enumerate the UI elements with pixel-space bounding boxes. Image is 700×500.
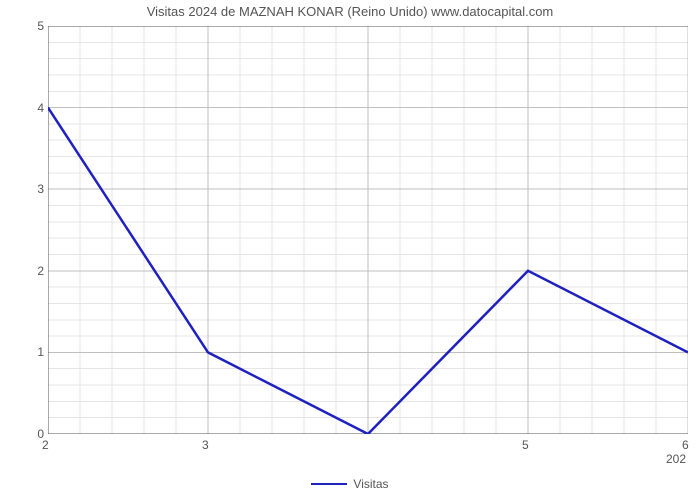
y-tick-label: 3: [30, 182, 44, 196]
chart-container: Visitas 2024 de MAZNAH KONAR (Reino Unid…: [0, 0, 700, 500]
y-tick-label: 4: [30, 101, 44, 115]
chart-plot-area: [48, 26, 688, 434]
x-tick-label: 6: [682, 438, 689, 452]
chart-title: Visitas 2024 de MAZNAH KONAR (Reino Unid…: [0, 4, 700, 19]
x-tick-label: 2: [42, 438, 49, 452]
chart-legend: Visitas: [0, 474, 700, 491]
legend-swatch: [311, 483, 347, 485]
legend-item: Visitas: [311, 477, 388, 491]
y-tick-label: 1: [30, 345, 44, 359]
y-tick-label: 5: [30, 19, 44, 33]
x-tick-label: 3: [202, 438, 209, 452]
x-sub-label: 202: [666, 452, 686, 466]
legend-label: Visitas: [353, 477, 388, 491]
y-tick-label: 2: [30, 264, 44, 278]
x-tick-label: 5: [522, 438, 529, 452]
